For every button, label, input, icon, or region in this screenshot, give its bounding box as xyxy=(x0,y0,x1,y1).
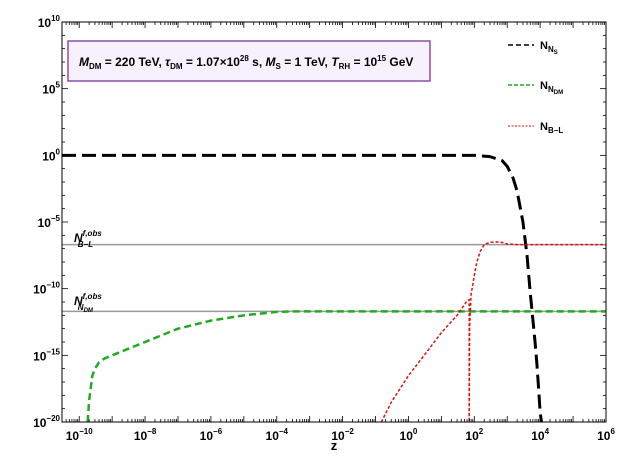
tick-label: 10−2 xyxy=(331,427,354,443)
tick-label: 105 xyxy=(42,81,60,97)
legend-item-ns: NNS xyxy=(508,40,558,56)
series-ndm-line xyxy=(86,310,606,422)
tick-label: 104 xyxy=(531,427,549,443)
legend-item-ndm: NNDM xyxy=(508,80,563,96)
tick-label: 10−10 xyxy=(33,281,60,297)
ref-label-bl: Nf,obs B−L xyxy=(74,229,102,249)
tick-label: 10−10 xyxy=(66,427,93,443)
tick-label: 10−5 xyxy=(38,214,61,230)
tick-label: 10−4 xyxy=(266,427,289,443)
series-layer xyxy=(62,153,606,422)
series-ns-line xyxy=(62,153,543,422)
legend: NNS NNDM NB−L xyxy=(508,40,563,135)
reference-lines xyxy=(62,243,606,313)
parameter-box: MDM = 220 TeV, τDM = 1.07×1028 s, MS = 1… xyxy=(67,40,431,82)
legend-item-bl: NB−L xyxy=(508,121,563,135)
parameter-box-frame xyxy=(67,40,431,82)
axis-ticks xyxy=(61,21,607,423)
ref-label-ndm: Nf,obs NDM xyxy=(74,292,102,314)
tick-label: 100 xyxy=(400,427,418,443)
tick-label: 102 xyxy=(465,427,483,443)
tick-label: 10−20 xyxy=(33,414,60,430)
x-axis-title: z xyxy=(331,438,338,453)
tick-labels: 10−10 10−8 10−6 10−4 10−2 100 102 104 106 10−20 10… xyxy=(33,14,615,443)
tick-label: 100 xyxy=(42,147,60,163)
legend-label-ns: NNS xyxy=(540,40,558,56)
tick-label: 10−6 xyxy=(200,427,223,443)
tick-label: 1010 xyxy=(38,14,61,30)
parameter-text: MDM = 220 TeV, τDM = 1.07×1028 s, MS = 1… xyxy=(79,54,413,71)
tick-label: 106 xyxy=(597,427,615,443)
tick-label: 10−8 xyxy=(134,427,157,443)
legend-label-bl: NB−L xyxy=(540,121,563,135)
series-bl-line xyxy=(380,241,606,422)
legend-label-ndm: NNDM xyxy=(540,80,563,96)
tick-label: 10−15 xyxy=(33,347,60,363)
